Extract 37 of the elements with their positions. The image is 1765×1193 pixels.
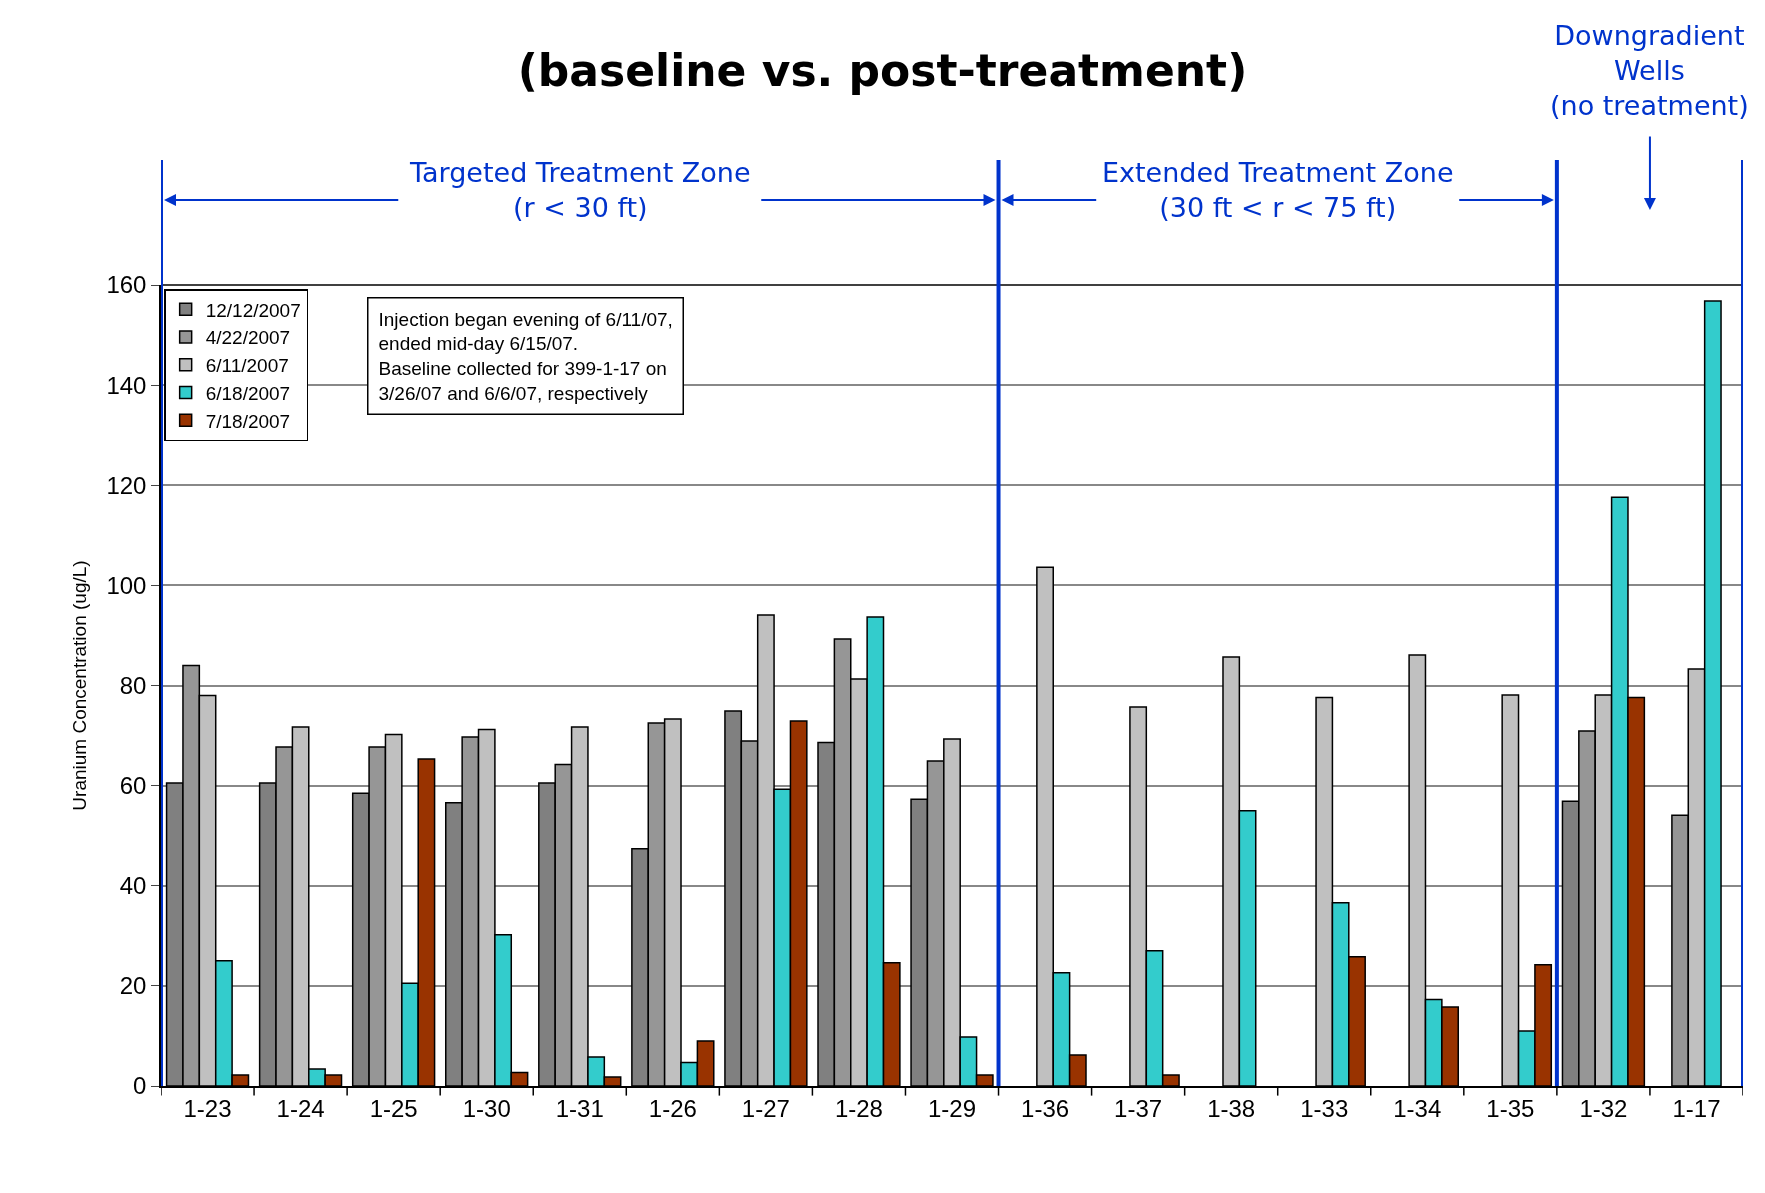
x-tick-label: 1-35 [1486, 1094, 1535, 1122]
y-tick-label: 20 [119, 972, 147, 1000]
text: Targeted Treatment Zone (r < 30 ft) [409, 157, 751, 224]
x-tick-label: 1-32 [1579, 1094, 1628, 1122]
y-tick-label: 60 [119, 772, 147, 800]
y-tick-label: 80 [119, 671, 147, 699]
legend-label: 6/11/2007 [205, 355, 289, 377]
x-tick-label: 1-26 [648, 1094, 697, 1122]
legend-label: 7/18/2007 [205, 410, 291, 432]
y-axis-title: Uranium Concentration (ug/L) [68, 560, 90, 811]
x-tick-label: 1-25 [369, 1094, 418, 1122]
x-tick-label: 1-36 [1021, 1094, 1070, 1122]
x-tick-label: 1-30 [462, 1094, 511, 1122]
annotation: Injection began evening of 6/11/07, ended mid-day 6/15/07. Baseline collected for 399-1-17 on 3/26/07 and 6/6/07, respectively [378, 308, 673, 404]
x-tick-label: 1-23 [183, 1094, 232, 1122]
x-tick-label: 1-38 [1207, 1094, 1256, 1122]
y-tick-label: 100 [106, 571, 147, 599]
x-tick-label: 1-27 [741, 1094, 790, 1122]
legend-label: 4/22/2007 [205, 327, 291, 349]
x-tick-label: 1-24 [276, 1094, 325, 1122]
y-tick-label: 140 [106, 371, 147, 399]
y-tick-label: 120 [106, 471, 147, 499]
y-tick-label: 160 [106, 271, 147, 299]
legend-label: 12/12/2007 [205, 299, 301, 321]
chart-title: (baseline vs. post-treatment) [517, 45, 1248, 96]
x-tick-label: 1-37 [1114, 1094, 1163, 1122]
y-tick-label: 40 [119, 872, 147, 900]
legend-label: 6/18/2007 [205, 382, 291, 404]
x-tick-label: 1-29 [927, 1094, 977, 1122]
y-tick-label: 0 [133, 1072, 147, 1100]
text: Extended Treatment Zone (30 ft < r < 75 ft) [1102, 157, 1454, 224]
x-tick-label: 1-28 [834, 1094, 883, 1122]
x-tick-label: 1-31 [555, 1094, 604, 1122]
x-tick-label: 1-33 [1300, 1094, 1349, 1122]
text: Downgradient Wells (no treatment) [1550, 20, 1749, 122]
x-tick-label: 1-34 [1393, 1094, 1442, 1122]
x-tick-label: 1-17 [1672, 1094, 1721, 1122]
